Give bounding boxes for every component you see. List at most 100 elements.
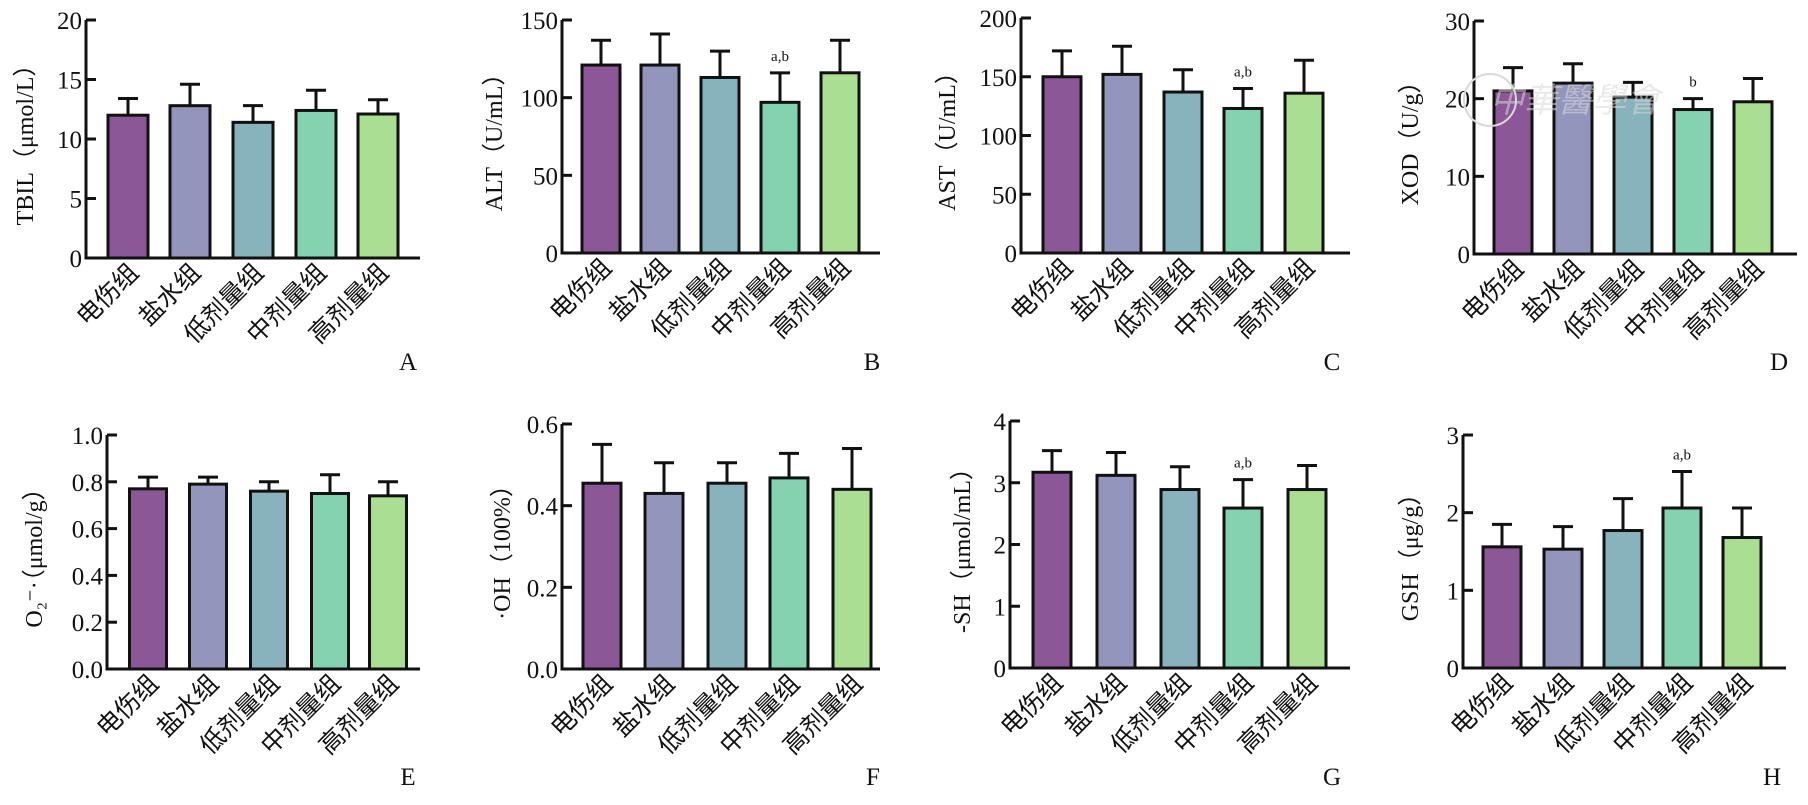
watermark-seal-icon [1463,73,1517,127]
y-axis-title: AST（U/mL） [935,60,961,211]
bar [759,100,801,255]
y-tick-label: 0 [546,241,559,268]
chart-panel-c: a,b050100150200电伤组盐水组低剂量组中剂量组高剂量组AST（U/m… [935,6,1350,376]
panel-letter: E [400,764,415,791]
y-axis-title: ·OH（100%） [490,473,516,620]
bar [1286,488,1328,670]
y-tick-label: 0 [1458,242,1471,269]
y-axis-title: O₂⁻·（μmol/g） [22,476,48,627]
bar [1283,91,1325,255]
y-tick-label: 100 [521,86,559,113]
y-axis-title: GSH（μg/g） [1398,482,1424,622]
y-tick-label: 0.0 [527,657,558,684]
bar [1542,547,1584,670]
y-axis-title: TBIL（μmol/L） [13,53,39,226]
panel-letter: D [1770,349,1788,376]
y-tick-label: 1.0 [72,423,103,450]
y-tick-label: 5 [70,187,83,214]
panel-letter: G [1323,764,1341,791]
bar [580,63,622,255]
bar [1095,473,1137,670]
chart-panel-e: 0.00.20.40.60.81.0电伤组盐水组低剂量组中剂量组高剂量组O₂⁻·… [22,423,420,791]
panel-letter: A [399,349,417,376]
panel-letter: H [1763,764,1781,791]
bar [1612,95,1654,256]
y-tick-label: 0.4 [72,563,104,590]
y-tick-label: 0.6 [72,517,103,544]
bar [706,481,748,671]
y-tick-label: 15 [57,68,82,95]
y-tick-label: 0.4 [527,494,559,521]
bar [1222,106,1264,255]
significance-label: b [1689,75,1697,91]
bar [1721,536,1763,670]
bar [768,476,810,671]
bar [1041,75,1083,255]
bar [1031,470,1073,670]
y-tick-label: 100 [980,124,1018,151]
y-tick-label: 4 [994,409,1007,436]
x-category-label: 电伤组 [995,668,1068,741]
watermark-text: 中華醫學會 [1490,83,1665,120]
y-tick-label: 50 [533,163,558,190]
y-tick-label: 2 [1447,501,1460,528]
bar [643,491,685,671]
bar [1222,506,1264,670]
y-tick-label: 3 [994,471,1007,498]
y-axis-title: -SH（μmol/mL） [950,456,976,633]
y-tick-label: 0 [1447,656,1460,683]
bar [639,63,681,255]
y-tick-label: 0 [994,656,1007,683]
bar [1101,72,1143,255]
y-tick-label: 0.2 [72,610,103,637]
y-tick-label: 0.6 [527,412,558,439]
y-tick-label: 2 [994,533,1007,560]
bar [231,120,275,260]
significance-label: a,b [1234,456,1252,472]
y-tick-label: 0.0 [72,657,103,684]
y-tick-label: 1 [1447,578,1460,605]
y-tick-label: 0.2 [527,575,558,602]
panel-letter: F [866,764,880,791]
significance-label: a,b [1673,448,1691,464]
bar [106,113,150,260]
bar [1159,488,1201,670]
bar [1481,545,1523,670]
y-tick-label: 0 [1005,241,1018,268]
y-tick-label: 50 [992,182,1017,209]
y-tick-label: 10 [57,127,82,154]
y-tick-label: 150 [521,8,559,35]
y-tick-label: 30 [1445,9,1470,36]
bar [819,71,861,255]
bar [1661,506,1703,670]
bar [249,489,289,671]
bar [1732,100,1774,256]
y-tick-label: 0.8 [72,470,103,497]
y-tick-label: 0 [70,246,83,273]
bar [1602,529,1644,670]
bar [581,481,623,671]
x-category-label: 电伤组 [71,258,144,331]
bar [1162,90,1204,255]
panel-letter: B [864,349,881,376]
bar [188,482,228,671]
y-tick-label: 20 [57,8,82,35]
y-tick-label: 1 [994,594,1007,621]
bar [831,487,873,671]
bar [356,112,400,260]
bar [128,487,168,671]
bar [310,492,350,671]
bar [1672,108,1714,256]
bar [368,494,408,671]
significance-label: a,b [771,49,789,65]
significance-label: a,b [1234,65,1252,81]
bar [699,75,741,255]
y-tick-label: 150 [980,65,1018,92]
